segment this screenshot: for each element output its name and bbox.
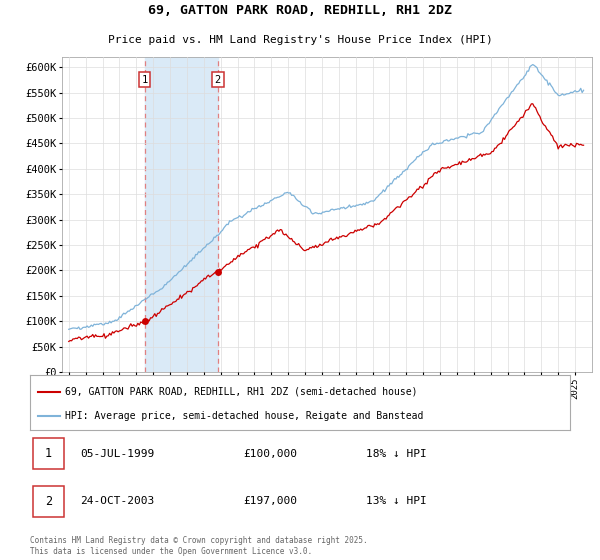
Text: 13% ↓ HPI: 13% ↓ HPI — [366, 496, 427, 506]
Text: Price paid vs. HM Land Registry's House Price Index (HPI): Price paid vs. HM Land Registry's House … — [107, 35, 493, 45]
Text: Contains HM Land Registry data © Crown copyright and database right 2025.
This d: Contains HM Land Registry data © Crown c… — [30, 536, 368, 556]
Text: 18% ↓ HPI: 18% ↓ HPI — [366, 449, 427, 459]
Text: £100,000: £100,000 — [243, 449, 297, 459]
FancyBboxPatch shape — [33, 486, 64, 516]
Text: 24-OCT-2003: 24-OCT-2003 — [80, 496, 155, 506]
Text: 2: 2 — [44, 495, 52, 508]
Text: 1: 1 — [142, 75, 148, 85]
Text: 1: 1 — [44, 447, 52, 460]
Bar — [145, 57, 218, 372]
FancyBboxPatch shape — [33, 438, 64, 469]
Text: 69, GATTON PARK ROAD, REDHILL, RH1 2DZ (semi-detached house): 69, GATTON PARK ROAD, REDHILL, RH1 2DZ (… — [65, 386, 418, 396]
Text: 69, GATTON PARK ROAD, REDHILL, RH1 2DZ: 69, GATTON PARK ROAD, REDHILL, RH1 2DZ — [148, 4, 452, 17]
Text: £197,000: £197,000 — [243, 496, 297, 506]
Text: HPI: Average price, semi-detached house, Reigate and Banstead: HPI: Average price, semi-detached house,… — [65, 411, 424, 421]
Text: 2: 2 — [215, 75, 221, 85]
Text: 05-JUL-1999: 05-JUL-1999 — [80, 449, 155, 459]
